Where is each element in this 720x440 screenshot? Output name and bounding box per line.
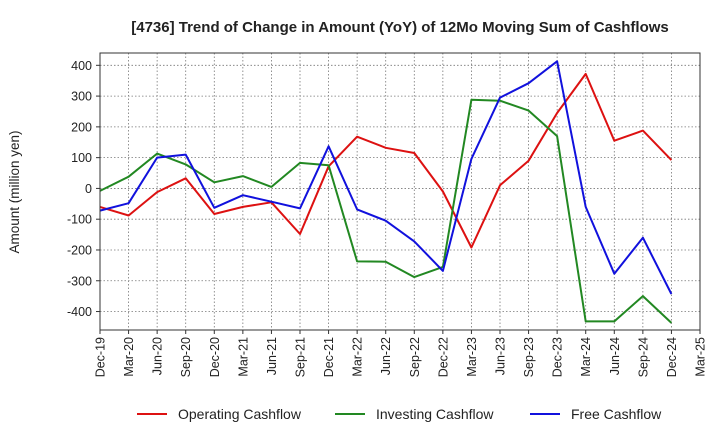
y-tick-label: -400 — [67, 305, 92, 319]
legend-label: Free Cashflow — [571, 406, 662, 422]
y-tick-label: -200 — [67, 243, 92, 257]
series-line-operating-cashflow — [99, 72, 673, 249]
x-tick-label: Jun-20 — [151, 337, 165, 375]
x-tick-label: Mar-22 — [351, 337, 365, 377]
x-tick-label: Sep-23 — [522, 337, 536, 377]
x-tick-label: Sep-22 — [408, 337, 422, 377]
x-tick-label: Mar-24 — [579, 337, 593, 377]
x-tick-label: Dec-19 — [94, 337, 108, 377]
chart-title: [4736] Trend of Change in Amount (YoY) o… — [131, 19, 669, 36]
legend-label: Investing Cashflow — [376, 406, 494, 422]
y-tick-label: 300 — [71, 90, 92, 104]
y-tick-label: 400 — [71, 59, 92, 73]
x-tick-label: Jun-23 — [494, 337, 508, 375]
x-tick-label: Dec-21 — [322, 337, 336, 377]
grid — [100, 53, 700, 330]
series-lines — [99, 60, 673, 324]
x-tick-label: Dec-24 — [665, 337, 679, 377]
legend-label: Operating Cashflow — [178, 406, 302, 422]
y-tick-label: -100 — [67, 213, 92, 227]
y-tick-label: 200 — [71, 120, 92, 134]
y-tick-label: -300 — [67, 274, 92, 288]
x-tick-label: Mar-23 — [465, 337, 479, 377]
x-tick-label: Dec-23 — [551, 337, 565, 377]
plot-frame — [99, 52, 701, 331]
x-tick-label: Dec-20 — [208, 337, 222, 377]
y-tick-label: 0 — [85, 182, 92, 196]
x-tick-label: Jun-22 — [379, 337, 393, 375]
x-tick-label: Sep-21 — [294, 337, 308, 377]
x-tick-label: Sep-24 — [636, 337, 650, 377]
legend: Operating Cashflow Investing Cashflow Free… — [137, 406, 662, 422]
x-tick-label: Mar-20 — [122, 337, 136, 377]
x-tick-label: Mar-25 — [694, 337, 708, 377]
x-tick-label: Sep-20 — [179, 337, 193, 377]
y-axis-ticks: 400 300 200 100 0 -100 -200 -300 -400 — [67, 59, 100, 319]
x-tick-label: Jun-21 — [265, 337, 279, 375]
x-tick-label: Dec-22 — [436, 337, 450, 377]
x-axis-ticks: Dec-19 Mar-20 Jun-20 Sep-20 Dec-20 Mar-21 Jun-… — [94, 330, 708, 377]
series-line-free-cashflow — [99, 60, 673, 295]
y-axis-label: Amount (million yen) — [7, 130, 22, 253]
x-tick-label: Jun-24 — [608, 337, 622, 375]
x-tick-label: Mar-21 — [236, 337, 250, 377]
y-tick-label: 100 — [71, 151, 92, 165]
